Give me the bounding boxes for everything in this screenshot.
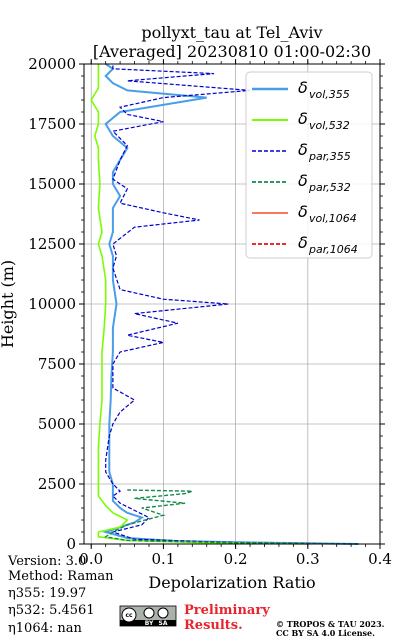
- legend-label: δ: [298, 171, 308, 190]
- x-tick-label: 0.0: [79, 550, 103, 568]
- legend-label: δ: [298, 202, 308, 221]
- cc-license-badge: cc BY SA: [119, 605, 177, 627]
- y-tick-label: 7500: [38, 355, 76, 373]
- chart-title: pollyxt_tau at Tel_Aviv: [141, 23, 322, 42]
- legend-label-sub: vol,1064: [309, 212, 357, 225]
- cc-icon: [121, 607, 137, 623]
- x-axis-label: Depolarization Ratio: [148, 573, 315, 592]
- legend-label-sub: par,1064: [308, 243, 358, 256]
- y-tick-label: 12500: [28, 235, 76, 253]
- legend-box: [245, 71, 373, 259]
- legend-label: δ: [298, 140, 308, 159]
- series-line-par-355: [105, 64, 359, 545]
- series-line-par-532: [103, 489, 359, 545]
- y-tick-label: 20000: [28, 55, 76, 73]
- y-tick-label: 5000: [38, 415, 76, 433]
- eta1064-text: η1064: nan: [8, 621, 83, 636]
- legend-label: δ: [298, 78, 308, 97]
- eta532-text: η532: 5.4561: [8, 603, 95, 618]
- chart-subtitle: [Averaged] 20230810 01:00-02:30: [93, 42, 371, 61]
- legend-label: δ: [298, 233, 308, 252]
- plot-area: [90, 63, 359, 545]
- y-tick-label: 15000: [28, 175, 76, 193]
- y-tick-label: 17500: [28, 115, 76, 133]
- y-axis-label: Height (m): [0, 260, 17, 348]
- svg-text:SA: SA: [159, 620, 168, 627]
- x-tick-label: 0.3: [296, 550, 320, 568]
- legend-label-sub: vol,355: [309, 88, 350, 101]
- legend-label: δ: [298, 109, 308, 128]
- version-text: Version: 3.0: [7, 554, 86, 569]
- by-icon: [143, 607, 155, 619]
- eta355-text: η355: 19.97: [8, 586, 86, 601]
- svg-text:BY: BY: [145, 620, 154, 627]
- preliminary-text: Preliminary: [184, 603, 270, 618]
- x-tick-label: 0.4: [368, 550, 392, 568]
- x-tick-label: 0.2: [224, 550, 248, 568]
- copyright-line1: © TROPOS & TAU 2023.: [276, 619, 385, 629]
- series-line-vol-532: [90, 64, 308, 545]
- x-tick-label: 0.1: [151, 550, 175, 568]
- legend-label-sub: par,355: [308, 150, 351, 163]
- y-tick-label: 10000: [28, 295, 76, 313]
- ticks: 0.0 0.1 0.2 0.3 0.4 0 2500 5000 7500 10000 12500 15…: [28, 55, 392, 568]
- svg-text:cc: cc: [125, 612, 133, 619]
- series-line-vol-355: [102, 63, 359, 545]
- legend-label-sub: par,532: [308, 181, 351, 194]
- y-tick-label: 0: [66, 535, 76, 553]
- y-tick-label: 2500: [38, 475, 76, 493]
- results-text: Results.: [184, 618, 243, 633]
- method-text: Method: Raman: [8, 569, 114, 584]
- copyright-line2: CC BY SA 4.0 License.: [276, 628, 375, 638]
- legend-label-sub: vol,532: [309, 119, 350, 132]
- sa-icon: [157, 607, 169, 619]
